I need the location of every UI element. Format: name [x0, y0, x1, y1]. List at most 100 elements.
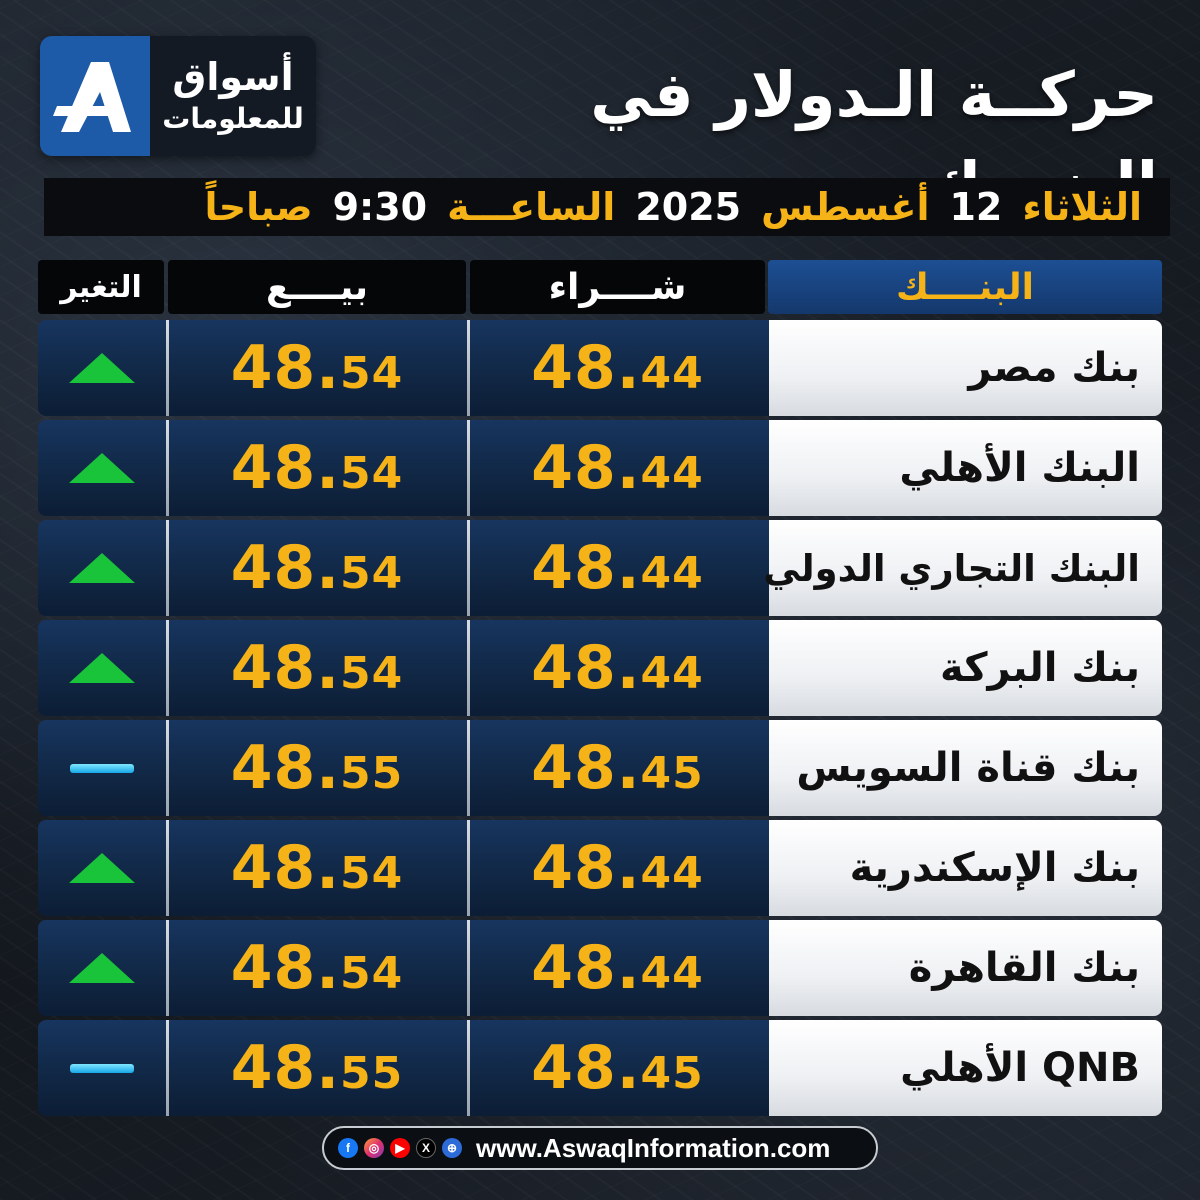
buy-price: 48.44: [470, 520, 765, 616]
sell-dec: 54: [340, 648, 404, 699]
sell-int: 48.: [230, 933, 341, 1003]
buy-int: 48.: [531, 933, 641, 1003]
row-background: [38, 320, 770, 416]
logo-text: أسواق للمعلومات: [150, 36, 316, 156]
time-value: 9:30: [332, 185, 428, 229]
sell-price: 48.55: [168, 1020, 466, 1116]
column-divider: [467, 520, 470, 616]
table-row: 48.54 48.44 بنك البركة: [38, 620, 1162, 716]
buy-int: 48.: [531, 433, 641, 503]
column-divider: [467, 820, 470, 916]
column-divider: [467, 920, 470, 1016]
sell-price: 48.54: [168, 920, 466, 1016]
buy-int: 48.: [531, 533, 641, 603]
row-background: [38, 620, 770, 716]
date-bar: الثلاثاء 12 أغسطس 2025 الساعـــة 9:30 صب…: [44, 178, 1170, 236]
sell-price: 48.54: [168, 320, 466, 416]
sell-price: 48.54: [168, 620, 466, 716]
buy-int: 48.: [531, 833, 641, 903]
column-divider: [467, 320, 470, 416]
table-row: 48.55 48.45 بنك قناة السويس: [38, 720, 1162, 816]
change-indicator: [38, 720, 166, 816]
column-divider: [166, 420, 169, 516]
buy-int: 48.: [531, 733, 641, 803]
sell-dec: 54: [340, 848, 404, 899]
sell-int: 48.: [230, 1033, 341, 1103]
arrow-up-icon: [69, 453, 135, 483]
sell-dec: 54: [340, 348, 404, 399]
no-change-icon: [70, 1063, 134, 1073]
header-bank: البنــــك: [768, 260, 1162, 314]
brand-logo[interactable]: أسواق للمعلومات: [40, 36, 316, 156]
column-divider: [166, 920, 169, 1016]
logo-a-icon: [40, 36, 150, 156]
bank-name: بنك الإسكندرية: [769, 820, 1162, 916]
table-row: 48.54 48.44 البنك الأهلي: [38, 420, 1162, 516]
header-sell: بيــــع: [168, 260, 466, 314]
sell-dec: 55: [340, 748, 404, 799]
buy-dec: 44: [640, 348, 704, 399]
buy-price: 48.44: [470, 320, 765, 416]
buy-dec: 44: [640, 448, 704, 499]
website-link[interactable]: www.AswaqInformation.com: [476, 1132, 831, 1163]
bank-name: بنك البركة: [769, 620, 1162, 716]
row-background: [38, 920, 770, 1016]
buy-price: 48.45: [470, 720, 765, 816]
web-icon[interactable]: ⊕: [442, 1138, 462, 1158]
no-change-icon: [70, 763, 134, 773]
change-indicator: [38, 920, 166, 1016]
column-divider: [166, 1020, 169, 1116]
time-label: الساعـــة: [447, 185, 616, 229]
column-divider: [166, 820, 169, 916]
bank-name: بنك قناة السويس: [769, 720, 1162, 816]
column-divider: [166, 520, 169, 616]
logo-line2: للمعلومات: [162, 102, 304, 135]
sell-dec: 55: [340, 1048, 404, 1099]
date-month: أغسطس: [761, 185, 930, 229]
arrow-up-icon: [69, 653, 135, 683]
table-row: 48.54 48.44 بنك القاهرة: [38, 920, 1162, 1016]
time-period: صباحاً: [204, 185, 313, 229]
column-divider: [467, 620, 470, 716]
sell-dec: 54: [340, 448, 404, 499]
sell-int: 48.: [230, 733, 341, 803]
bank-name: البنك التجاري الدولي: [763, 520, 1162, 616]
change-indicator: [38, 420, 166, 516]
sell-int: 48.: [230, 433, 341, 503]
arrow-up-icon: [69, 853, 135, 883]
bank-name: البنك الأهلي: [769, 420, 1162, 516]
table-row: 48.54 48.44 البنك التجاري الدولي: [38, 520, 1162, 616]
facebook-icon[interactable]: f: [338, 1138, 358, 1158]
buy-price: 48.45: [470, 1020, 765, 1116]
row-background: [38, 420, 770, 516]
table-row: 48.54 48.44 بنك مصر: [38, 320, 1162, 416]
change-indicator: [38, 820, 166, 916]
row-background: [38, 720, 770, 816]
row-background: [38, 1020, 770, 1116]
sell-price: 48.54: [168, 820, 466, 916]
change-indicator: [38, 620, 166, 716]
bank-name: بنك القاهرة: [769, 920, 1162, 1016]
buy-price: 48.44: [470, 920, 765, 1016]
sell-dec: 54: [340, 548, 404, 599]
date-day: الثلاثاء: [1022, 185, 1142, 229]
buy-dec: 44: [640, 848, 704, 899]
table-row: 48.55 48.45 QNB الأهلي: [38, 1020, 1162, 1116]
logo-line1: أسواق: [172, 55, 294, 99]
footer-bar: f ◎ ▶ X ⊕ www.AswaqInformation.com: [322, 1126, 878, 1170]
column-divider: [166, 720, 169, 816]
buy-dec: 44: [640, 648, 704, 699]
bank-name: بنك مصر: [769, 320, 1162, 416]
x-icon[interactable]: X: [416, 1138, 436, 1158]
sell-price: 48.55: [168, 720, 466, 816]
sell-price: 48.54: [168, 520, 466, 616]
column-divider: [467, 720, 470, 816]
instagram-icon[interactable]: ◎: [364, 1138, 384, 1158]
sell-price: 48.54: [168, 420, 466, 516]
row-background: [38, 820, 770, 916]
change-indicator: [38, 320, 166, 416]
arrow-up-icon: [69, 953, 135, 983]
column-divider: [467, 420, 470, 516]
buy-int: 48.: [531, 333, 641, 403]
youtube-icon[interactable]: ▶: [390, 1138, 410, 1158]
